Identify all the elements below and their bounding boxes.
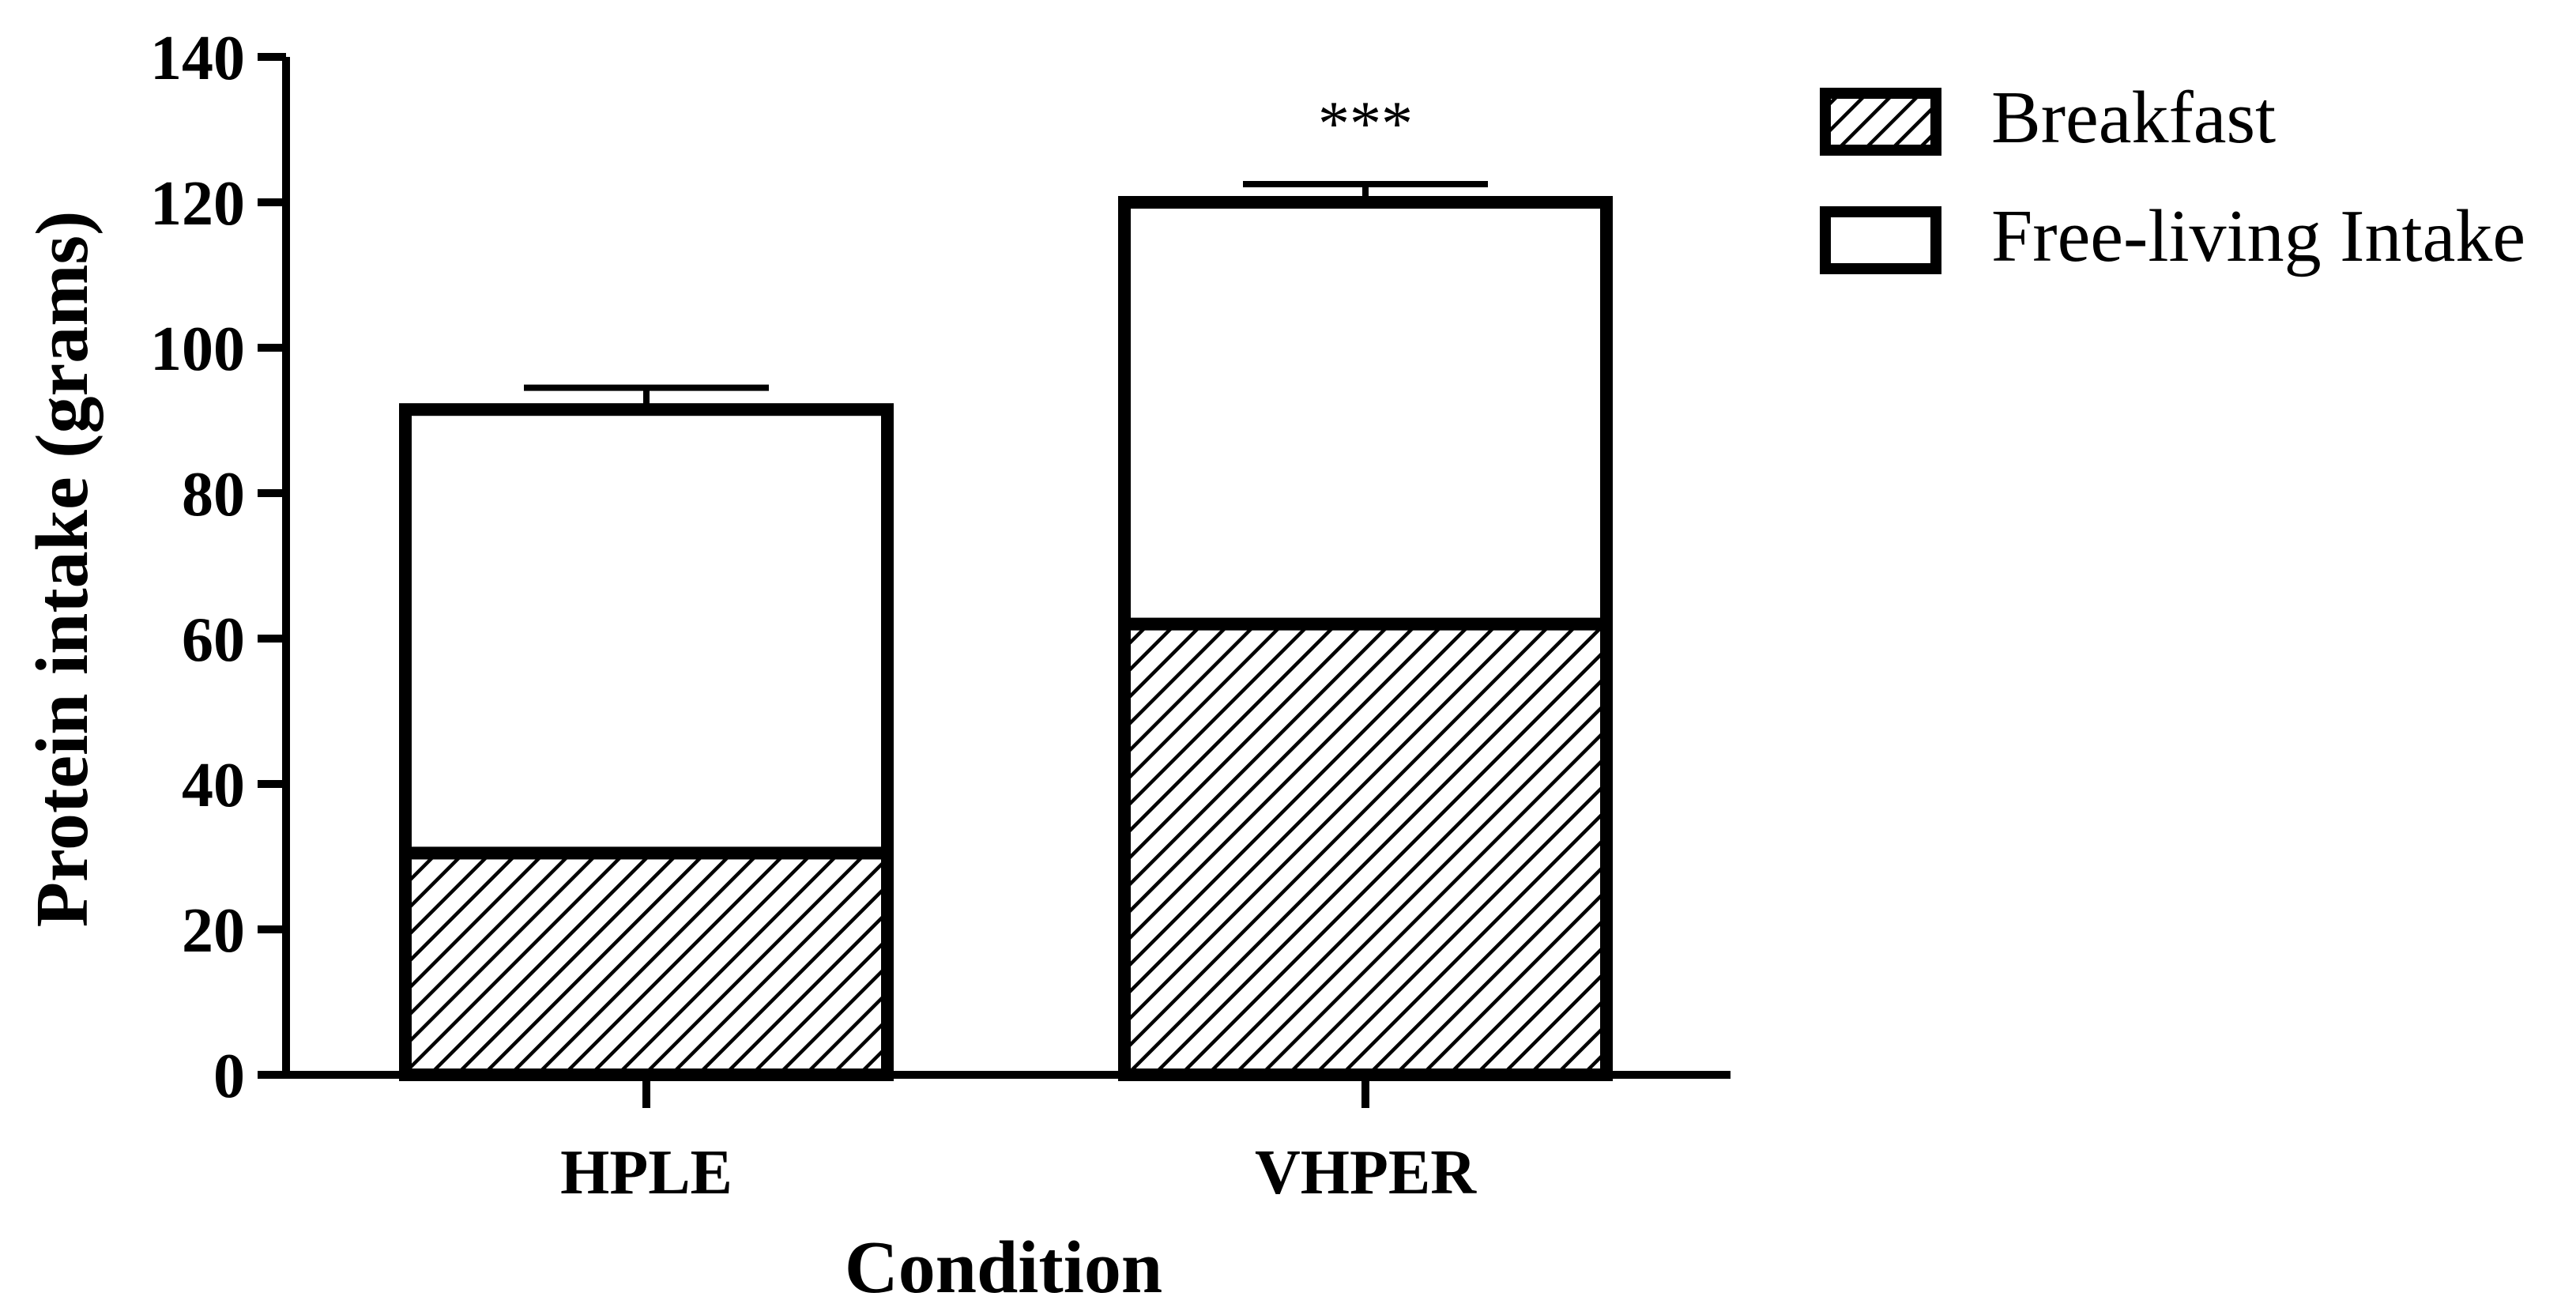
bar-free-living-intake-hple	[399, 403, 894, 860]
legend-swatch-breakfast	[1820, 88, 1941, 156]
x-axis-title: Condition	[845, 1227, 1162, 1304]
y-tick-label: 60	[182, 605, 245, 675]
significance-annotation: ***	[1318, 89, 1413, 159]
legend-swatch-free-living-intake	[1820, 206, 1941, 274]
legend-label-free-living-intake: Free-living Intake	[1991, 195, 2525, 277]
y-tick-label: 20	[182, 896, 245, 966]
y-tick-label: 140	[150, 24, 245, 93]
x-tick-label-vhper: VHPER	[1255, 1138, 1477, 1208]
bar-breakfast-vhper	[1118, 617, 1613, 1081]
x-tick-label-hple: HPLE	[560, 1138, 733, 1208]
legend-label-breakfast: Breakfast	[1991, 77, 2276, 159]
bar-free-living-intake-vhper	[1118, 196, 1613, 631]
y-tick-label: 40	[182, 751, 245, 820]
y-tick-label: 120	[150, 169, 245, 239]
bar-breakfast-hple	[399, 846, 894, 1082]
y-tick-label: 100	[150, 315, 245, 384]
y-tick-label: 80	[182, 460, 245, 530]
y-axis-title: Protein intake (grams)	[21, 211, 104, 928]
y-tick-label: 0	[213, 1042, 245, 1111]
